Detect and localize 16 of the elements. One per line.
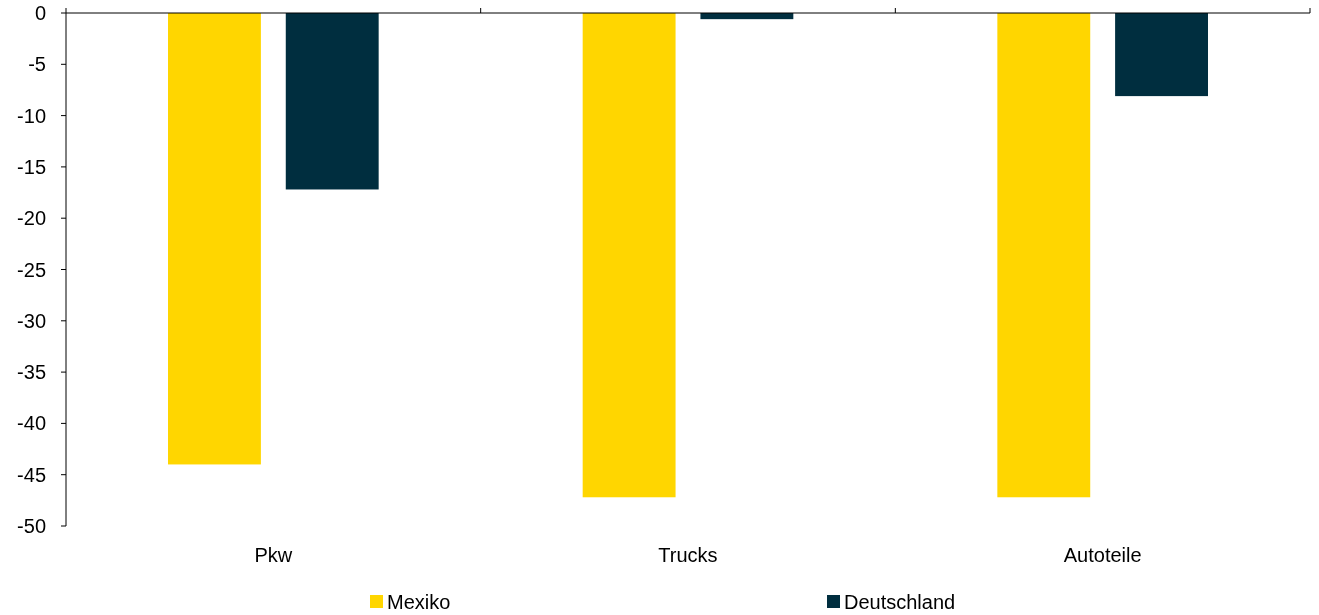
y-tick-label: -20 [17, 207, 46, 230]
y-tick-label: -50 [17, 515, 46, 537]
y-tick-label: 0 [34, 2, 46, 24]
y-tick-label: -15 [17, 155, 46, 178]
y-tick-label: -25 [17, 258, 46, 281]
legend-label: Mexiko [387, 591, 451, 613]
y-tick-label: -45 [17, 463, 46, 486]
y-tick-label: -40 [17, 412, 46, 435]
y-tick-label: -10 [17, 104, 46, 127]
y-tick-label: -35 [17, 361, 46, 384]
y-tick-label: -30 [17, 309, 46, 332]
y-tick-label: -5 [28, 53, 46, 76]
x-tick-label: Pkw [254, 544, 293, 566]
x-tick-label: Trucks [658, 544, 718, 566]
legend-label: Deutschland [844, 591, 956, 613]
x-tick-label: Autoteile [1063, 544, 1142, 566]
